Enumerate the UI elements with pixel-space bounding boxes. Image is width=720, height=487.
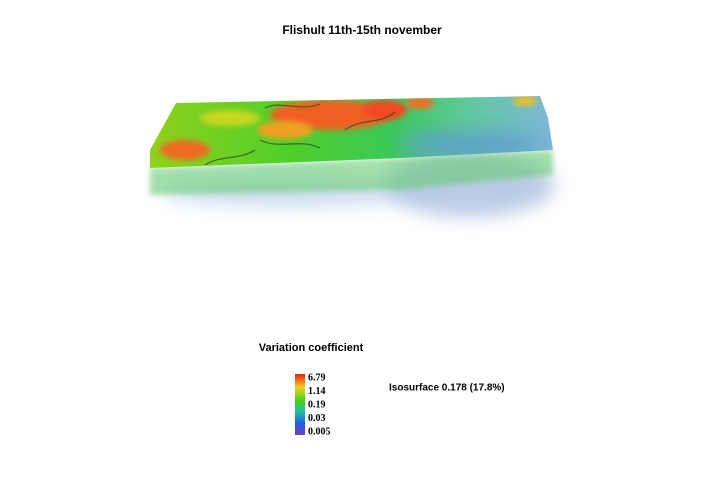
hotspot	[257, 121, 313, 139]
hotspot	[513, 96, 537, 106]
volume-rendering	[150, 96, 555, 217]
hotspot	[200, 110, 260, 126]
colorbar-tick-label: 6.79	[308, 372, 326, 383]
hotspot	[160, 140, 210, 160]
hotspots	[160, 96, 540, 168]
colorbar-ticks: 6.79 1.14 0.19 0.03 0.005	[308, 372, 331, 437]
colorbar-tick-label: 1.14	[308, 386, 326, 397]
colorbar	[295, 374, 305, 435]
legend-title: Variation coefficient	[259, 342, 364, 354]
annotation: Isosurface 0.178 (17.8%)	[389, 383, 505, 394]
slab-front	[150, 150, 553, 195]
isoline	[204, 103, 396, 168]
colorbar-tick-label: 0.19	[308, 399, 326, 410]
colorbar-tick-label: 0.005	[308, 426, 331, 437]
hotspot	[406, 97, 434, 109]
colorbar-tick-label: 0.03	[308, 413, 326, 424]
title: Flishult 11th-15th november	[282, 23, 442, 37]
cold-area	[400, 131, 540, 159]
hotspot	[363, 100, 407, 120]
